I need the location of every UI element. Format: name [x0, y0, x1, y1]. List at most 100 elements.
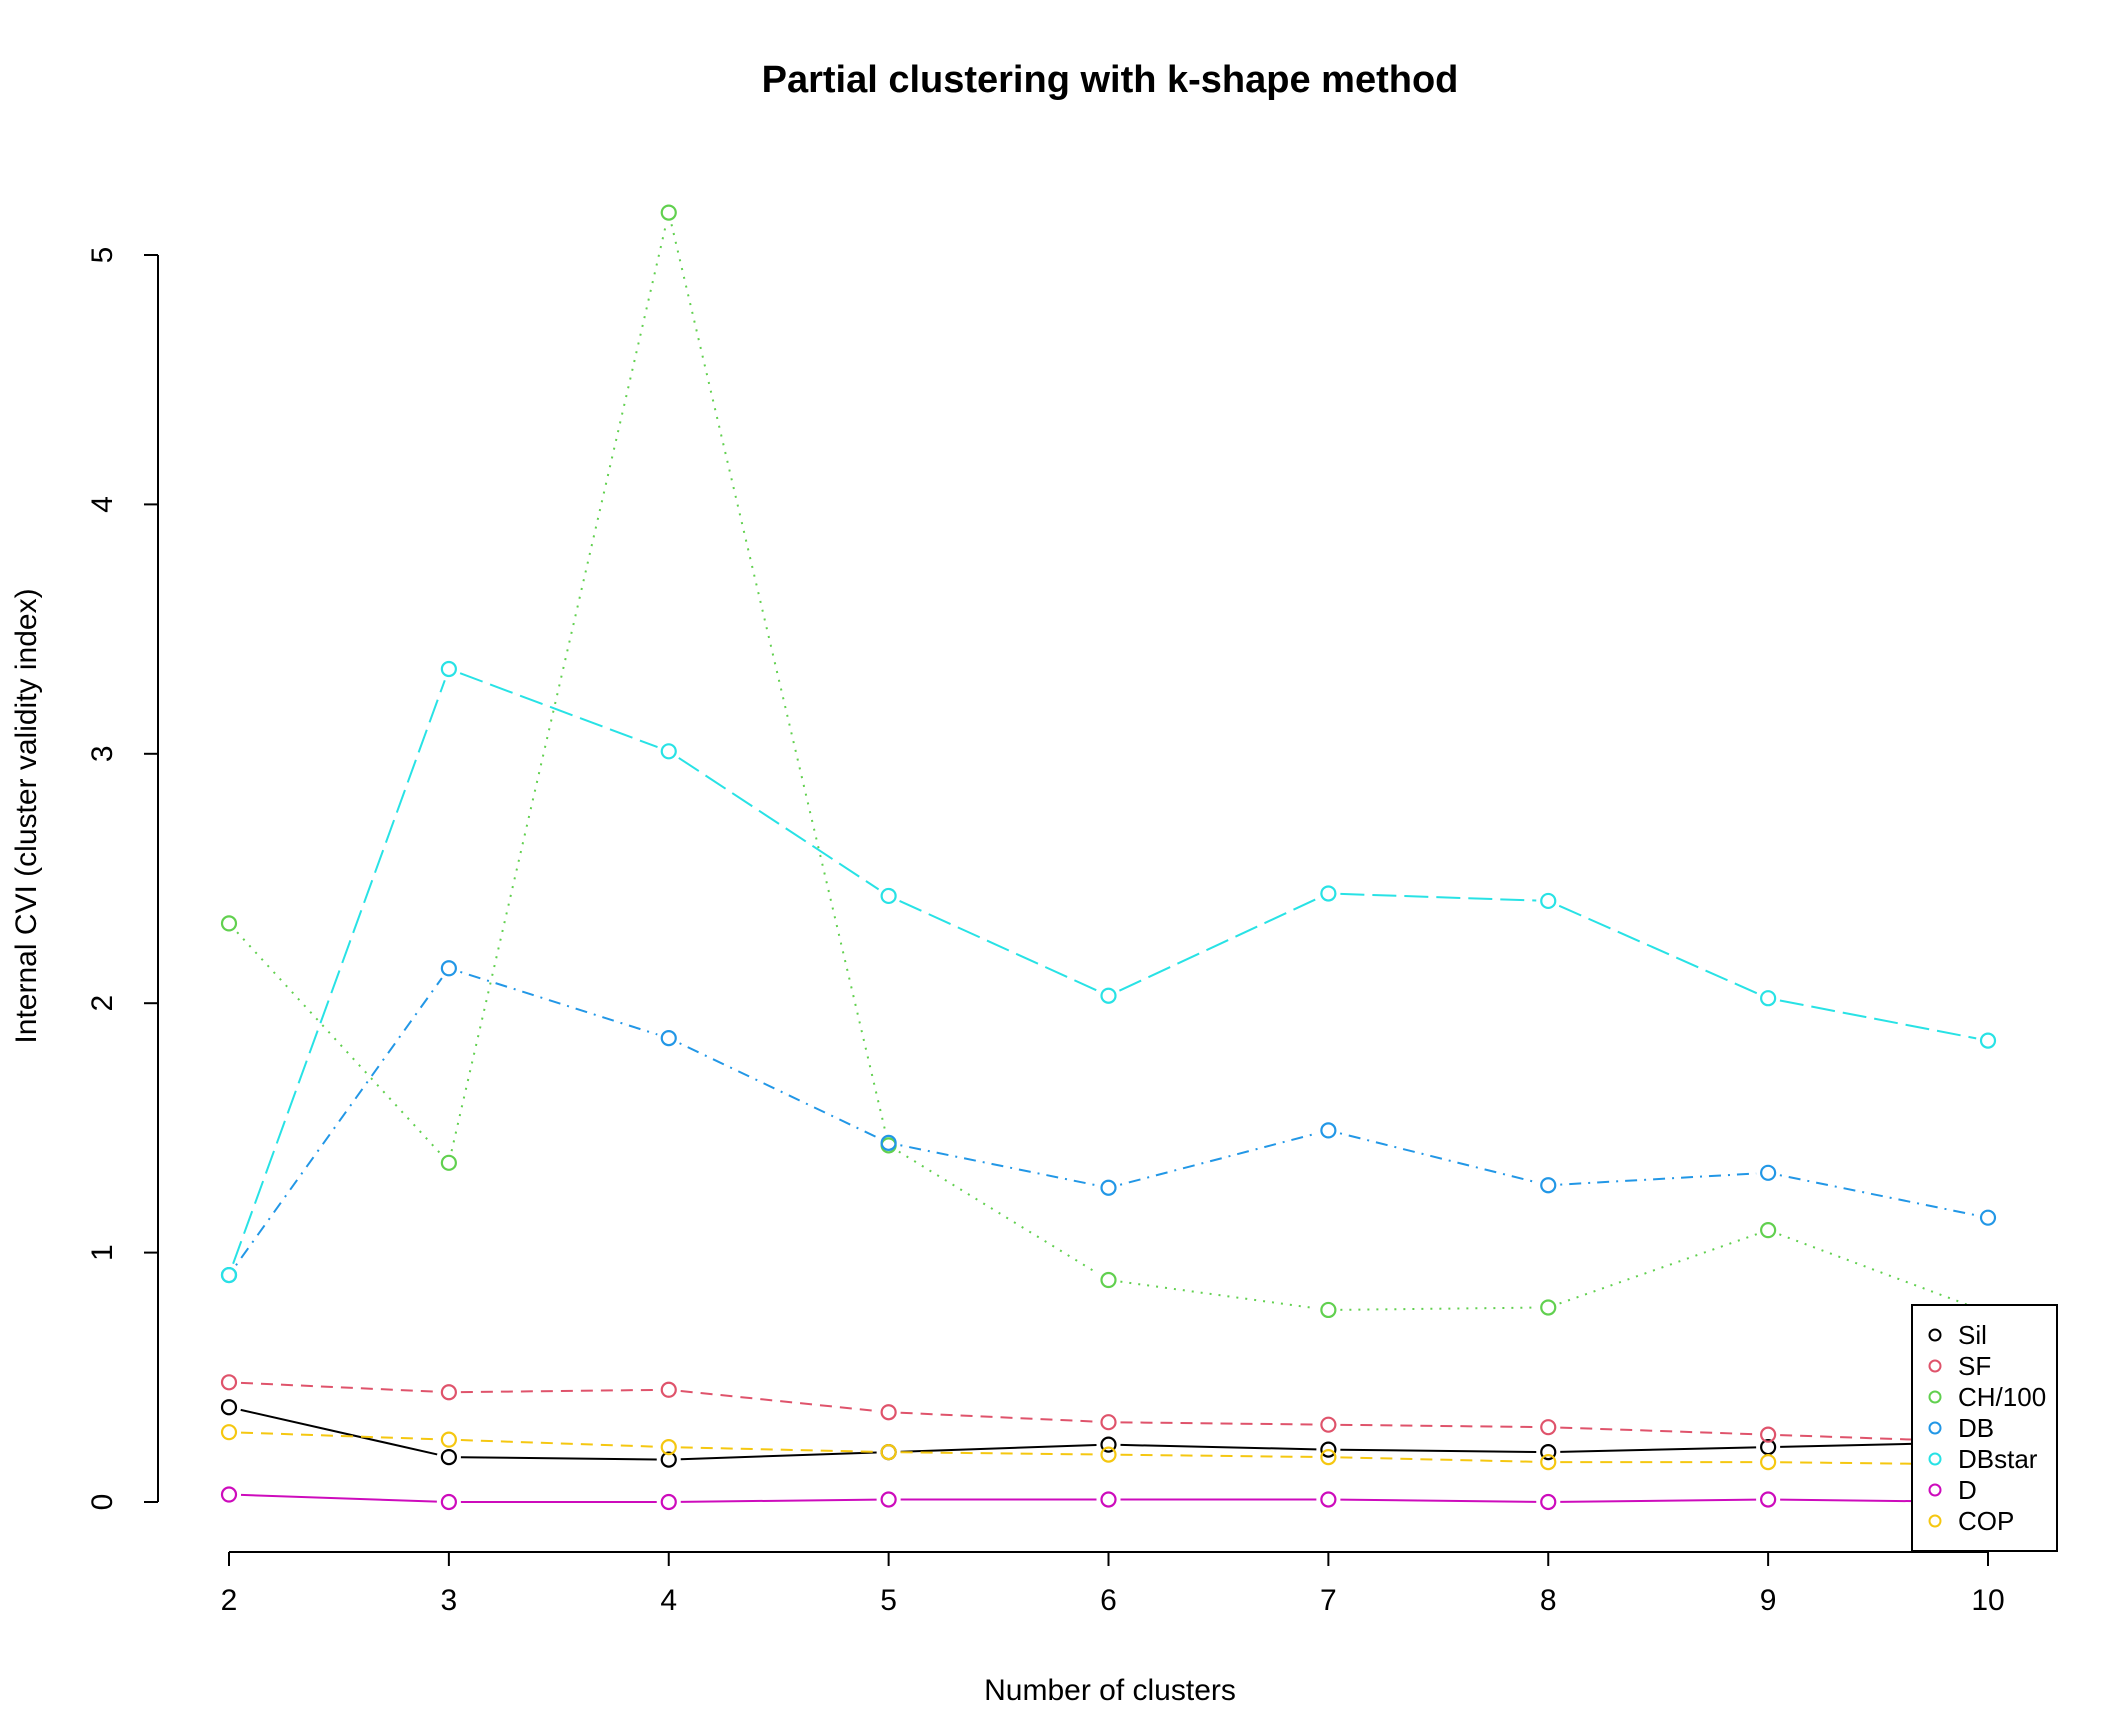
series-line-segment	[1120, 1453, 1317, 1458]
data-point	[1100, 1414, 1117, 1431]
data-point	[880, 1404, 897, 1421]
data-point	[660, 1451, 677, 1468]
series-line-segment	[900, 1451, 1097, 1456]
series-line-segment	[1560, 1498, 1757, 1503]
series-line-segment	[235, 977, 443, 1266]
data-point	[1760, 1222, 1777, 1239]
series-line-segment	[679, 1042, 879, 1139]
series-line-segment	[1119, 1132, 1318, 1186]
data-point	[220, 1424, 238, 1441]
series-ch-100	[220, 204, 1997, 1321]
series-line-segment	[459, 672, 658, 749]
data-point	[220, 1486, 238, 1503]
y-tick-label: 2	[86, 995, 119, 1012]
series-line-segment	[1340, 1423, 1537, 1429]
series-line-segment	[460, 1439, 657, 1448]
data-point	[1540, 1493, 1557, 1511]
series-dbstar	[220, 660, 1997, 1284]
legend-box	[1911, 1304, 2058, 1552]
data-point	[1100, 1446, 1117, 1463]
series-line-segment	[1118, 897, 1318, 992]
data-point	[1540, 1444, 1557, 1461]
legend-label: D	[1958, 1475, 1977, 1505]
y-axis-label: Internal CVI (cluster validity index)	[10, 588, 43, 1043]
series-line-segment	[450, 224, 668, 1152]
series-line-segment	[240, 1431, 437, 1441]
series-line-segment	[680, 1451, 877, 1461]
series-line-segment	[898, 1150, 1099, 1275]
legend-marker	[1928, 1390, 1942, 1404]
data-point	[440, 660, 457, 678]
legend-label: CH/100	[1958, 1382, 2046, 1412]
data-point	[660, 1439, 677, 1456]
data-point	[1320, 1491, 1337, 1508]
y-tick-label: 1	[86, 1244, 119, 1261]
x-tick-label: 7	[1320, 1584, 1337, 1617]
legend-marker	[1928, 1421, 1942, 1435]
x-tick-label: 9	[1760, 1584, 1777, 1617]
x-tick-label: 2	[221, 1584, 238, 1617]
series-line-segment	[680, 1389, 877, 1412]
data-point	[1760, 1453, 1777, 1471]
data-point	[1320, 1449, 1337, 1466]
x-tick-label: 8	[1540, 1584, 1557, 1617]
series-line-segment	[1560, 1426, 1757, 1436]
legend-label: Sil	[1958, 1320, 1987, 1350]
legend-marker	[1928, 1359, 1942, 1373]
data-point	[660, 204, 677, 221]
series-line-segment	[1340, 1448, 1537, 1453]
series-d	[220, 1486, 1997, 1511]
data-point	[440, 1449, 457, 1466]
data-point	[1979, 1209, 1997, 1226]
series-db	[220, 960, 1997, 1284]
series-line-segment	[240, 1381, 437, 1393]
series-line-segment	[670, 224, 887, 1134]
legend-label: SF	[1958, 1351, 1991, 1381]
series-line-segment	[680, 1446, 877, 1453]
x-tick-label: 3	[441, 1584, 458, 1617]
legend-marker	[1928, 1328, 1942, 1342]
series-line-segment	[1779, 1174, 1977, 1217]
data-point	[440, 960, 457, 977]
data-point	[880, 1491, 897, 1508]
data-point	[1760, 990, 1777, 1007]
data-point	[1320, 885, 1337, 902]
x-axis: 2 3 4 5 6 7 8 9 10	[221, 1551, 2005, 1617]
series-line-segment	[1560, 1446, 1757, 1453]
y-tick-label: 4	[86, 496, 119, 513]
x-tick-label: 5	[880, 1584, 897, 1617]
series-line-segment	[1120, 1280, 1317, 1310]
series-line-segment	[899, 900, 1098, 992]
series-line-segment	[1558, 904, 1758, 995]
series-line-segment	[1120, 1421, 1317, 1426]
series-line-segment	[232, 679, 446, 1265]
data-point	[1760, 1491, 1777, 1508]
data-point	[1760, 1426, 1777, 1443]
series-line-segment	[900, 1411, 1097, 1423]
data-point	[660, 1381, 677, 1398]
y-axis: 0 1 2 3 4 5	[86, 247, 159, 1510]
legend-marker	[1928, 1483, 1942, 1497]
data-point	[1100, 1179, 1117, 1196]
x-tick-label: 10	[1971, 1584, 2004, 1617]
legend-marker	[1928, 1514, 1942, 1528]
series-line-segment	[1779, 999, 1977, 1040]
data-point	[1100, 1436, 1117, 1453]
series-line-segment	[1340, 1498, 1537, 1503]
data-point	[660, 1030, 677, 1047]
data-point	[1320, 1441, 1337, 1458]
data-point	[1320, 1416, 1337, 1433]
data-point	[1760, 1164, 1777, 1181]
series-line-segment	[460, 1388, 657, 1394]
data-point	[440, 1384, 457, 1401]
series-line-segment	[680, 1498, 877, 1503]
data-point	[880, 887, 897, 905]
series-line-segment	[678, 757, 880, 891]
data-point	[220, 915, 238, 932]
data-point	[1540, 1453, 1557, 1471]
data-point	[1100, 987, 1117, 1004]
data-point	[880, 1444, 897, 1461]
data-point	[660, 1493, 677, 1511]
